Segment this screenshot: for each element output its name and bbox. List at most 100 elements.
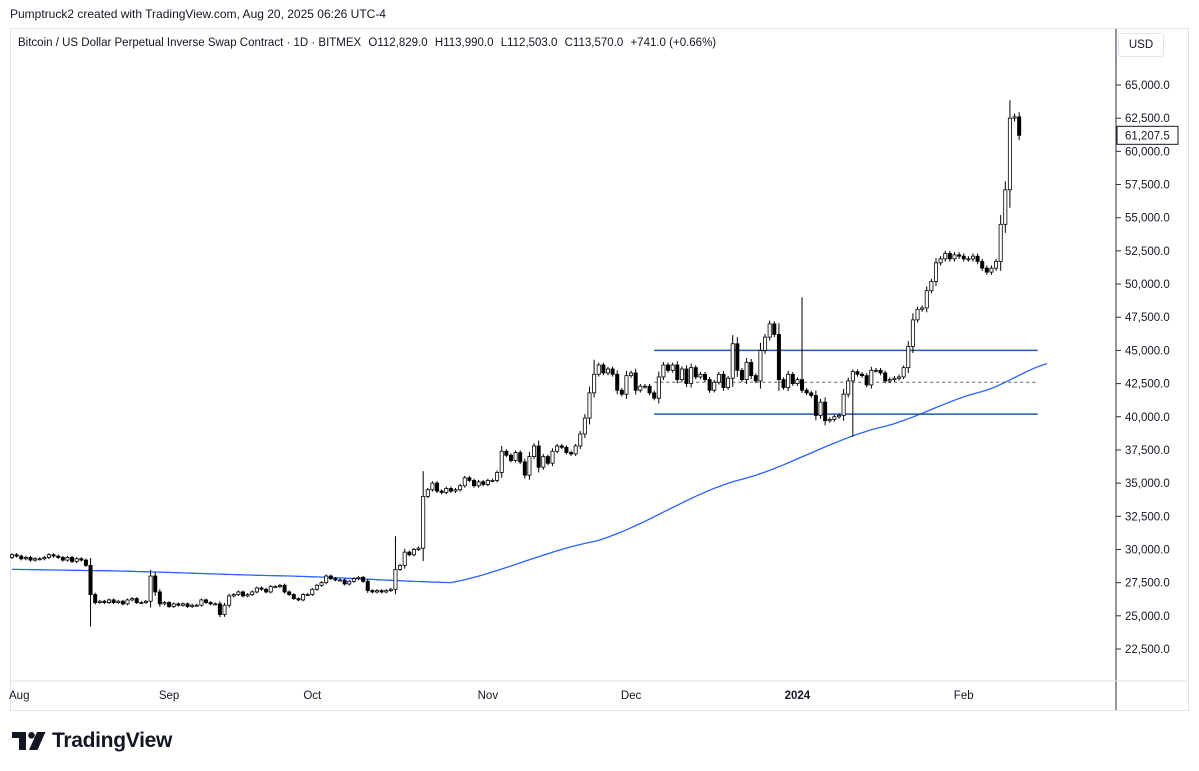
candle-body[interactable]	[795, 379, 800, 384]
candle-body[interactable]	[458, 485, 463, 491]
candle-body[interactable]	[707, 379, 712, 391]
candle-body[interactable]	[499, 450, 504, 473]
candle-body[interactable]	[425, 489, 430, 497]
candle-body[interactable]	[994, 261, 999, 269]
moving-average-line[interactable]	[12, 363, 1048, 584]
candle-body[interactable]	[88, 564, 93, 595]
candle-body[interactable]	[910, 319, 915, 347]
candle-body[interactable]	[827, 419, 832, 422]
candle-body[interactable]	[508, 454, 513, 461]
candle-body[interactable]	[485, 480, 490, 485]
candle-body[interactable]	[398, 564, 403, 570]
candle-body[interactable]	[1012, 116, 1017, 119]
candle-body[interactable]	[901, 367, 906, 378]
candle-body[interactable]	[199, 599, 204, 606]
candle-body[interactable]	[176, 603, 181, 606]
candle-body[interactable]	[333, 578, 338, 581]
candle-body[interactable]	[388, 588, 393, 592]
candle-body[interactable]	[887, 379, 892, 382]
candle-body[interactable]	[772, 323, 777, 335]
candle-body[interactable]	[989, 267, 994, 273]
candle-body[interactable]	[305, 594, 310, 596]
candle-body[interactable]	[998, 223, 1003, 262]
candle-body[interactable]	[481, 481, 486, 485]
candle-body[interactable]	[467, 477, 472, 481]
candle-body[interactable]	[832, 416, 837, 420]
candle-body[interactable]	[240, 591, 245, 597]
candle-body[interactable]	[28, 557, 33, 561]
candle-body[interactable]	[97, 600, 102, 603]
candle-body[interactable]	[180, 603, 185, 606]
candle-body[interactable]	[527, 456, 532, 476]
candle-body[interactable]	[786, 373, 791, 388]
candle-body[interactable]	[550, 450, 555, 464]
candle-body[interactable]	[957, 254, 962, 257]
candle-body[interactable]	[287, 591, 292, 595]
candle-body[interactable]	[9, 554, 14, 558]
candle-body[interactable]	[93, 594, 98, 603]
candle-body[interactable]	[647, 385, 652, 394]
candle-body[interactable]	[264, 588, 269, 593]
candle-body[interactable]	[790, 373, 795, 384]
candle-body[interactable]	[763, 336, 768, 351]
candle-body[interactable]	[952, 254, 957, 260]
candle-body[interactable]	[532, 445, 537, 457]
candle-body[interactable]	[878, 369, 883, 374]
candle-body[interactable]	[513, 452, 518, 461]
candle-body[interactable]	[102, 600, 107, 603]
candle-body[interactable]	[753, 375, 758, 382]
candle-body[interactable]	[841, 393, 846, 416]
candle-body[interactable]	[65, 557, 70, 561]
candle-body[interactable]	[984, 267, 989, 273]
candle-body[interactable]	[342, 579, 347, 585]
candle-body[interactable]	[596, 364, 601, 375]
candle-body[interactable]	[800, 379, 805, 391]
candle-body[interactable]	[111, 599, 116, 603]
candle-body[interactable]	[619, 389, 624, 395]
candle-body[interactable]	[56, 555, 61, 558]
candle-body[interactable]	[897, 376, 902, 379]
candle-body[interactable]	[259, 587, 264, 590]
candle-body[interactable]	[435, 482, 440, 492]
candle-body[interactable]	[74, 558, 79, 562]
candle-body[interactable]	[730, 343, 735, 379]
candle-body[interactable]	[194, 604, 199, 607]
candle-body[interactable]	[167, 602, 172, 607]
candle-body[interactable]	[883, 372, 888, 382]
candle-body[interactable]	[776, 334, 781, 381]
candle-body[interactable]	[60, 557, 65, 561]
candle-body[interactable]	[836, 415, 841, 418]
candle-body[interactable]	[430, 482, 435, 491]
candle-body[interactable]	[250, 591, 255, 595]
candle-body[interactable]	[310, 588, 315, 595]
candle-body[interactable]	[758, 350, 763, 382]
candle-body[interactable]	[162, 602, 167, 605]
candle-body[interactable]	[338, 579, 343, 582]
candle-body[interactable]	[970, 255, 975, 260]
candle-body[interactable]	[374, 590, 379, 593]
candle-body[interactable]	[578, 433, 583, 447]
candle-body[interactable]	[231, 594, 236, 597]
candle-body[interactable]	[601, 364, 606, 374]
candle-body[interactable]	[319, 582, 324, 586]
candle-body[interactable]	[296, 598, 301, 601]
candle-body[interactable]	[587, 392, 592, 419]
candle-body[interactable]	[384, 590, 389, 593]
candle-body[interactable]	[726, 377, 731, 388]
candle-body[interactable]	[19, 555, 24, 560]
candle-body[interactable]	[157, 591, 162, 605]
candle-body[interactable]	[735, 343, 740, 371]
candle-body[interactable]	[781, 379, 786, 388]
candle-body[interactable]	[421, 495, 426, 549]
candle-body[interactable]	[518, 452, 523, 463]
candle-body[interactable]	[347, 580, 352, 585]
candle-body[interactable]	[328, 575, 333, 580]
candle-body[interactable]	[559, 445, 564, 448]
candle-body[interactable]	[980, 261, 985, 269]
candle-body[interactable]	[615, 373, 620, 391]
candle-body[interactable]	[605, 368, 610, 374]
candle-body[interactable]	[453, 489, 458, 492]
candle-body[interactable]	[712, 381, 717, 391]
candle-body[interactable]	[254, 587, 259, 593]
candle-body[interactable]	[227, 595, 232, 606]
